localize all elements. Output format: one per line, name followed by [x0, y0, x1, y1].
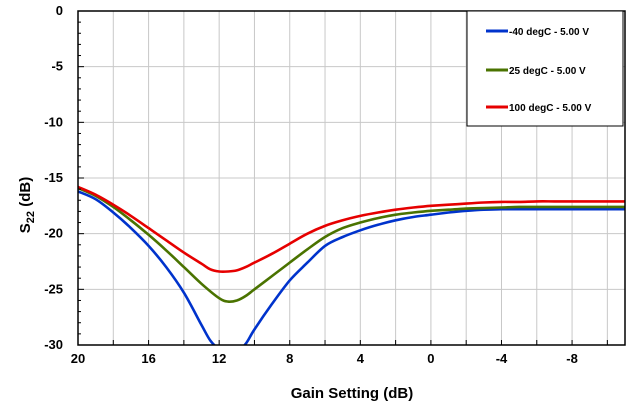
legend-label-0: -40 degC - 5.00 V [509, 27, 589, 38]
x-tick-label: 12 [212, 351, 226, 366]
series-line-1 [78, 186, 625, 304]
y-tick-label: -5 [51, 59, 63, 74]
y-tick-label: -20 [44, 226, 63, 241]
y-axis-title-main: S [17, 223, 34, 233]
y-tick-label: 0 [56, 3, 63, 18]
y-tick-label: -25 [44, 281, 63, 296]
x-tick-label: 0 [427, 351, 434, 366]
y-tick-label: -30 [44, 337, 63, 352]
x-tick-label: -4 [496, 351, 508, 366]
legend-label-1: 25 degC - 5.00 V [509, 66, 586, 77]
x-tick-label: 4 [357, 351, 365, 366]
x-tick-label: 8 [286, 351, 293, 366]
grid [78, 11, 625, 345]
y-axis-title: S22 (dB) [17, 177, 37, 233]
x-axis-title: Gain Setting (dB) [291, 385, 414, 402]
series-line-2 [78, 185, 625, 274]
legend: -40 degC - 5.00 V 25 degC - 5.00 V 100 deg… [466, 10, 624, 127]
y-tick-label: -10 [44, 114, 63, 129]
x-tick-label: -8 [566, 351, 578, 366]
series-line-0 [78, 190, 625, 345]
x-tick-label: 20 [71, 351, 85, 366]
y-axis-title-subscript: 22 [25, 211, 37, 223]
axis-ticks: 20 16 12 8 4 0 -4 -8 0 -5 -10 -15 -20 -25 -30 [44, 3, 608, 366]
legend-label-2: 100 degC - 5.00 V [509, 103, 592, 114]
y-tick-label: -15 [44, 170, 63, 185]
y-axis-title-unit: (dB) [17, 177, 34, 211]
series-lines [78, 185, 625, 345]
x-tick-label: 16 [141, 351, 155, 366]
